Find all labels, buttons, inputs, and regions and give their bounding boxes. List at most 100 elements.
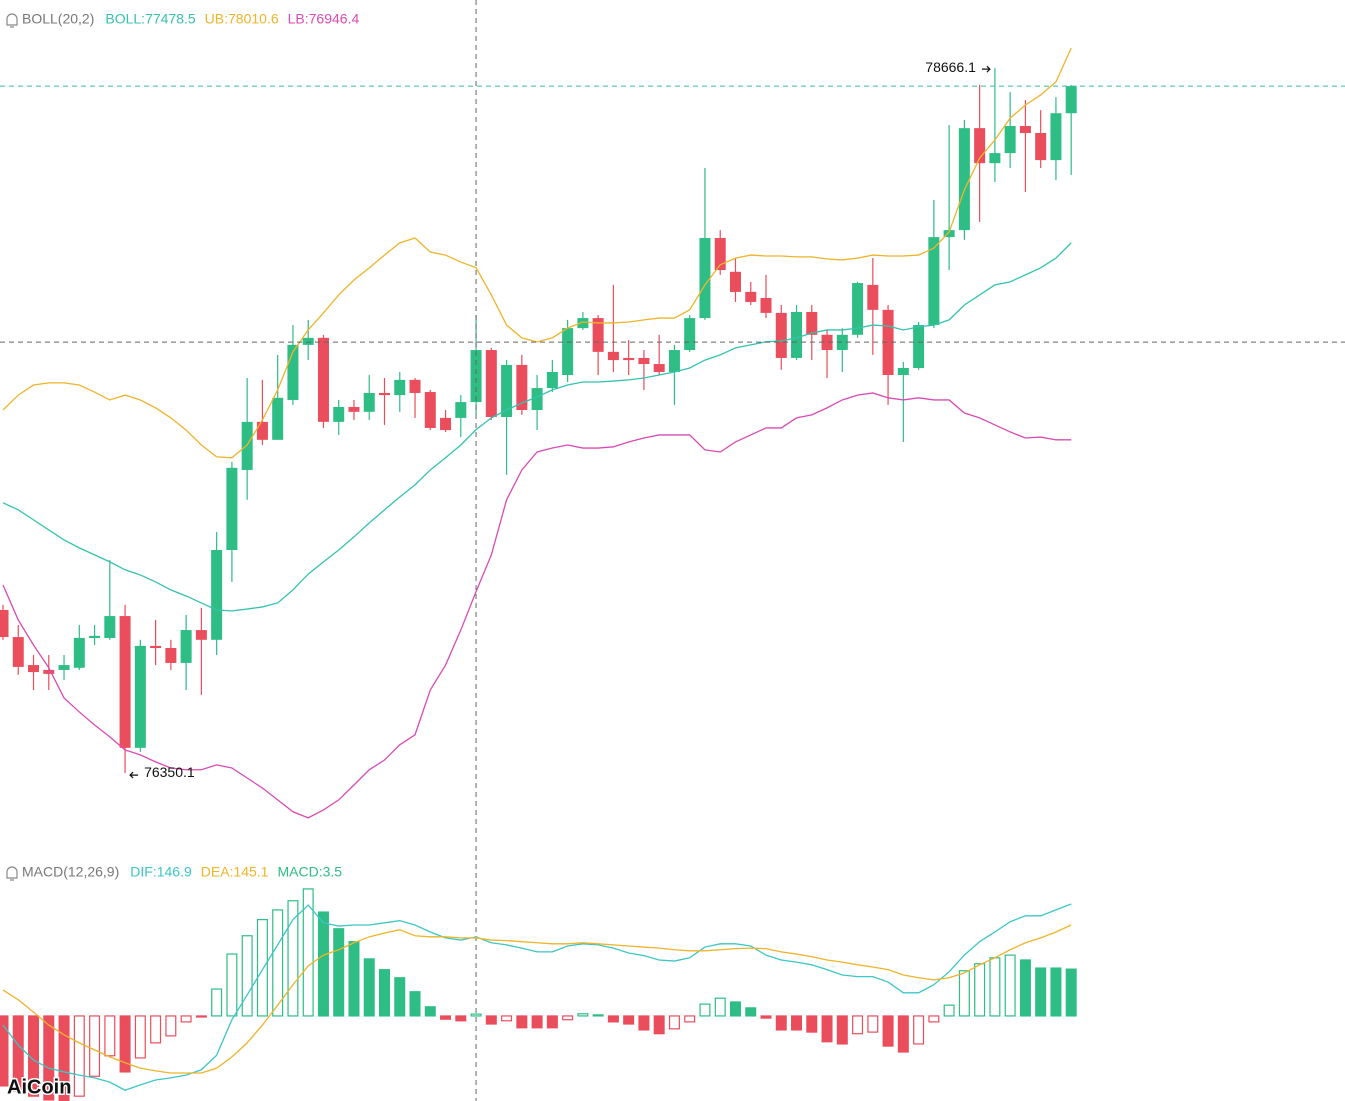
histogram-bar	[882, 1015, 894, 1047]
histogram-bar	[623, 1015, 635, 1025]
candle-body	[455, 402, 467, 418]
candle-body	[43, 669, 55, 674]
candle-body	[699, 238, 711, 319]
histogram-bar	[516, 1015, 528, 1029]
candle-body	[1035, 133, 1047, 161]
histogram-bar	[348, 941, 360, 1017]
histogram-bar	[333, 928, 345, 1017]
candle-body	[852, 283, 864, 335]
candle-body	[363, 392, 375, 412]
histogram-bar	[89, 1015, 101, 1077]
histogram-bar	[943, 1004, 955, 1017]
candle-body	[989, 153, 1001, 164]
candle-body	[333, 406, 345, 422]
histogram-bar	[1065, 968, 1077, 1017]
histogram-bar	[58, 1015, 70, 1101]
candle-body	[638, 357, 650, 365]
histogram-bar	[562, 1015, 574, 1021]
candle-body	[348, 406, 360, 412]
candle-body	[272, 397, 284, 440]
histogram-bar	[531, 1015, 543, 1029]
min-label: 76350.1	[144, 764, 195, 780]
histogram-bar	[211, 988, 223, 1017]
histogram-bar	[470, 1013, 482, 1017]
candle-body	[379, 392, 390, 396]
indicator-line	[2, 392, 1072, 819]
min-arrow	[129, 771, 139, 779]
candle-body	[562, 328, 574, 375]
candle-body	[165, 648, 177, 663]
candle-body	[12, 637, 24, 667]
histogram-bar	[363, 958, 375, 1017]
candle-body	[58, 665, 70, 670]
max-label: 78666.1	[925, 59, 976, 75]
legend-title: MACD(12,26,9)	[22, 864, 119, 880]
histogram-bar	[546, 1015, 558, 1029]
candle-body	[1050, 113, 1062, 161]
histogram-bar	[913, 1015, 925, 1045]
indicator-line	[2, 903, 1072, 1091]
candle-body	[73, 637, 85, 668]
histogram-bar	[867, 1015, 879, 1033]
candle-body	[394, 379, 406, 396]
legend-entry: BOLL:77478.5	[105, 11, 196, 27]
histogram-bar	[806, 1015, 818, 1033]
histogram-bar	[1050, 967, 1062, 1017]
candle-body	[104, 616, 116, 638]
histogram-bar	[256, 918, 268, 1017]
candle-body	[897, 367, 909, 375]
histogram-bar	[104, 1015, 116, 1057]
legend-entry: MACD:3.5	[277, 864, 342, 880]
legend-entry: DIF:146.9	[130, 864, 192, 880]
indicator-line	[2, 924, 1072, 1074]
candle-body	[150, 645, 162, 649]
histogram-bar	[394, 977, 406, 1017]
candle-body	[485, 350, 497, 417]
candle-body	[867, 284, 879, 310]
candle-body	[28, 665, 40, 673]
candle-body	[134, 645, 146, 748]
histogram-bar	[989, 957, 1001, 1017]
histogram-bar	[119, 1015, 131, 1073]
candle-body	[195, 630, 207, 640]
candle-body	[424, 392, 436, 428]
alert-icon	[6, 866, 18, 881]
histogram-bar	[852, 1015, 864, 1035]
candle-body	[943, 230, 955, 238]
histogram-bar	[440, 1015, 452, 1020]
histogram-bar	[577, 1013, 589, 1017]
indicator-line	[2, 242, 1072, 612]
histogram-bar	[180, 1015, 192, 1023]
histogram-bar	[73, 1015, 85, 1097]
candle-body	[470, 350, 482, 403]
histogram-bar	[836, 1015, 848, 1045]
candle-body	[1065, 86, 1077, 114]
histogram-bar	[287, 900, 299, 1017]
histogram-bar	[165, 1015, 177, 1037]
histogram-bar	[379, 969, 391, 1017]
candle-body	[409, 379, 421, 393]
legend-entry: DEA:145.1	[201, 864, 269, 880]
candle-body	[821, 334, 833, 351]
histogram-bar	[424, 1006, 436, 1017]
histogram-bar	[195, 1015, 207, 1018]
histogram-bar	[501, 1015, 513, 1022]
candle-body	[958, 128, 970, 231]
candle-body	[623, 357, 635, 361]
candle-body	[501, 364, 513, 417]
candle-body	[241, 421, 253, 470]
indicator-line	[2, 47, 1072, 459]
histogram-bar	[684, 1015, 696, 1023]
histogram-bar	[760, 1015, 772, 1019]
histogram-bar	[791, 1015, 803, 1031]
candle-body	[119, 616, 131, 748]
histogram-bar	[1004, 954, 1016, 1017]
legend-title: BOLL(20,2)	[22, 11, 94, 27]
histogram-bar	[1035, 967, 1047, 1017]
candle-body	[791, 311, 803, 358]
candle-body	[302, 337, 314, 345]
candle-body	[89, 635, 101, 638]
candle-body	[653, 364, 665, 372]
